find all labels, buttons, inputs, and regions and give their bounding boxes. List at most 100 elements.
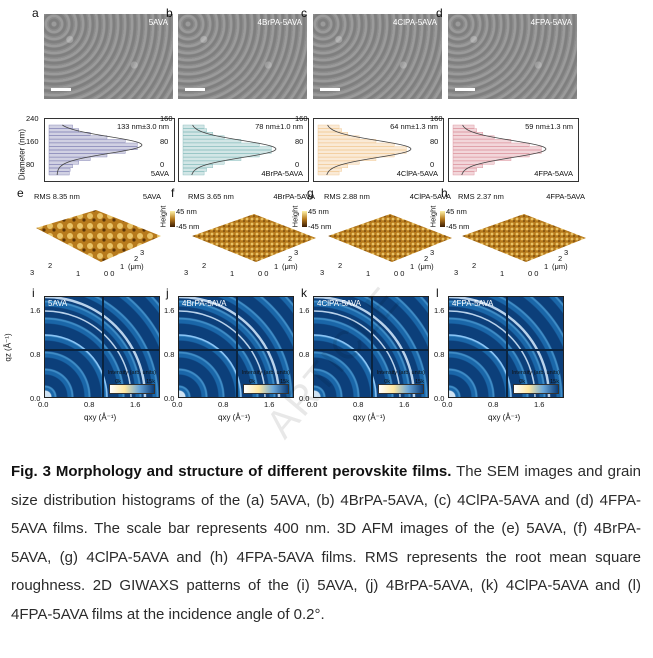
colorbar-title: Intensity (arb. units) bbox=[511, 370, 560, 376]
afm-axis-tick: 1 bbox=[274, 262, 279, 271]
afm-film-label: 4BrPA-5AVA bbox=[273, 192, 315, 201]
afm-axis-tick: 2 bbox=[558, 254, 563, 263]
giwaxs-film-label: 5AVA bbox=[48, 299, 68, 308]
grain-size-histogram: 78 nm±1.0 nm 4BrPA-5AVA bbox=[178, 118, 309, 182]
histogram-film-label: 4ClPA-5AVA bbox=[396, 169, 438, 178]
giwaxs-pattern: 4FPA-5AVA Intensity (arb. units) 0k 15k bbox=[448, 296, 564, 398]
giwaxs-x-axis-title: qxy (Å⁻¹) bbox=[353, 413, 386, 422]
afm-height-label: Height bbox=[290, 205, 300, 228]
histogram-plot bbox=[452, 124, 547, 176]
colorbar-max: 15k bbox=[146, 379, 155, 385]
afm-surface bbox=[328, 214, 452, 262]
afm-axis-tick: 1 bbox=[410, 262, 415, 271]
histogram-bar bbox=[182, 153, 260, 158]
afm-axis-tick: 2 bbox=[48, 261, 53, 270]
afm-surface bbox=[462, 214, 586, 262]
afm-height-colorbar bbox=[170, 211, 175, 227]
giwaxs-y-tick: 0.0 bbox=[30, 394, 41, 403]
afm-surface bbox=[192, 214, 316, 262]
panel-letter: c bbox=[301, 6, 307, 20]
giwaxs-y-tick: 0.0 bbox=[299, 394, 310, 403]
histogram-bar bbox=[48, 131, 91, 136]
caption-title: Fig. 3 Morphology and structure of diffe… bbox=[11, 463, 452, 480]
afm-axis-tick: 3 bbox=[30, 268, 35, 277]
histogram-bar bbox=[182, 131, 213, 136]
histogram-bar bbox=[182, 139, 242, 143]
afm-axis-unit: (μm) bbox=[128, 262, 144, 271]
histogram-bar bbox=[48, 153, 108, 158]
giwaxs-x-tick: 0.0 bbox=[307, 400, 318, 409]
afm-3d-image: RMS 2.37 nm 4FPA-5AVA bbox=[450, 192, 590, 277]
histogram-bar bbox=[317, 131, 348, 136]
panel-letter: g bbox=[307, 186, 314, 200]
histogram-y-tick: 160 bbox=[430, 114, 443, 123]
afm-scale-bottom: -45 nm bbox=[308, 222, 332, 231]
afm-axis-tick: 1 bbox=[544, 262, 549, 271]
histogram-bar bbox=[317, 146, 407, 151]
afm-height-label: Height bbox=[428, 205, 438, 228]
scale-bar bbox=[320, 88, 340, 91]
histogram-bar bbox=[452, 128, 477, 133]
histogram-bar bbox=[48, 124, 73, 129]
afm-axis-tick: 3 bbox=[564, 248, 569, 257]
giwaxs-y-tick: 1.6 bbox=[30, 306, 41, 315]
afm-axis-unit: (μm) bbox=[552, 262, 568, 271]
histogram-stat: 64 nm±1.3 nm bbox=[390, 122, 438, 131]
afm-rms: RMS 2.37 nm bbox=[458, 192, 504, 201]
giwaxs-pattern: 5AVA Intensity (arb. units) 0k 15k bbox=[44, 296, 160, 398]
histogram-bar bbox=[317, 128, 342, 133]
histogram-bar bbox=[48, 135, 108, 140]
histogram-bar bbox=[182, 146, 272, 151]
histogram-bar bbox=[48, 150, 126, 154]
giwaxs-y-axis-title: qz (Å⁻¹) bbox=[3, 333, 13, 362]
giwaxs-y-tick: 0.8 bbox=[299, 350, 310, 359]
giwaxs-y-tick: 0.0 bbox=[164, 394, 175, 403]
histogram-y-tick: 80 bbox=[430, 137, 439, 146]
panel-letter: f bbox=[171, 186, 175, 200]
colorbar-title: Intensity (arb. units) bbox=[107, 370, 156, 376]
giwaxs-x-axis-title: qxy (Å⁻¹) bbox=[84, 413, 117, 422]
histogram-film-label: 5AVA bbox=[150, 169, 169, 178]
afm-axis-unit: (μm) bbox=[418, 262, 434, 271]
panel-letter: d bbox=[436, 6, 443, 20]
histogram-bar bbox=[317, 157, 377, 161]
histogram-bar bbox=[182, 164, 213, 168]
afm-surface bbox=[36, 210, 161, 262]
afm-axis-tick: 2 bbox=[424, 254, 429, 263]
figure-caption: Fig. 3 Morphology and structure of diffe… bbox=[11, 458, 641, 629]
afm-rms: RMS 8.35 nm bbox=[34, 192, 80, 201]
histogram-bar bbox=[317, 150, 407, 154]
histogram-y-tick: 0 bbox=[295, 160, 300, 169]
giwaxs-rings bbox=[45, 297, 159, 397]
afm-3d-image: RMS 2.88 nm 4ClPA-5AVA bbox=[316, 192, 456, 277]
giwaxs-y-tick: 0.8 bbox=[434, 350, 445, 359]
distribution-fit-curve bbox=[56, 124, 143, 175]
giwaxs-x-tick: 1.6 bbox=[399, 400, 410, 409]
afm-3d-image: RMS 3.65 nm 4BrPA-5AVA bbox=[180, 192, 320, 277]
afm-axis-tick: 3 bbox=[430, 248, 435, 257]
afm-axis-tick: 0 0 bbox=[528, 269, 539, 278]
giwaxs-x-tick: 0.8 bbox=[488, 400, 499, 409]
diffraction-ring bbox=[179, 334, 242, 397]
histogram-y-axis-title: Diameter (nm) bbox=[17, 128, 27, 181]
histogram-bar bbox=[452, 160, 495, 165]
afm-scale-top: 45 nm bbox=[308, 207, 329, 216]
histogram-plot bbox=[182, 124, 277, 176]
intensity-colorbar bbox=[513, 384, 559, 394]
histogram-bar bbox=[48, 168, 71, 172]
afm-height-colorbar bbox=[302, 211, 307, 227]
histogram-bar bbox=[48, 142, 138, 147]
giwaxs-y-tick: 0.8 bbox=[164, 350, 175, 359]
histogram-bar bbox=[317, 164, 348, 168]
colorbar-min: 0k bbox=[384, 379, 390, 385]
histogram-bar bbox=[48, 146, 138, 151]
colorbar-max: 15k bbox=[415, 379, 424, 385]
histogram-bar bbox=[182, 160, 225, 165]
histogram-y-tick: 80 bbox=[26, 160, 35, 169]
sem-image: 4FPA-5AVA bbox=[448, 14, 577, 99]
afm-axis-tick: 0 0 bbox=[104, 269, 115, 278]
scale-bar bbox=[51, 88, 71, 91]
grain-size-histogram: 59 nm±1.3 nm 4FPA-5AVA bbox=[448, 118, 579, 182]
distribution-fit-curve bbox=[461, 124, 547, 176]
afm-axis-tick: 3 bbox=[184, 268, 189, 277]
